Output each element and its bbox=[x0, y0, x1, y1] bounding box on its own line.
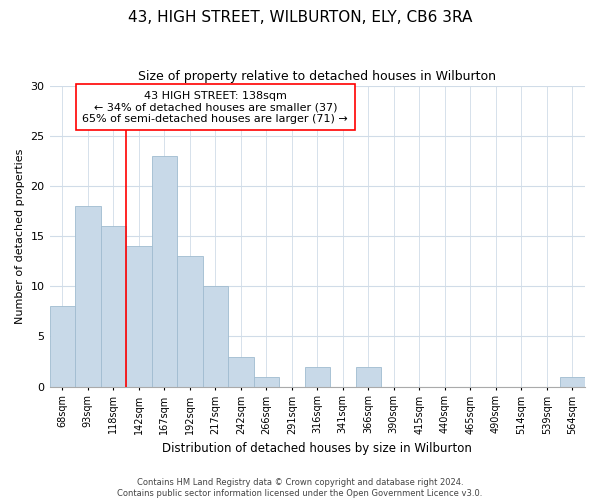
Bar bbox=[101, 226, 126, 386]
Bar bbox=[50, 306, 75, 386]
Bar bbox=[75, 206, 101, 386]
Bar bbox=[560, 376, 585, 386]
Text: 43, HIGH STREET, WILBURTON, ELY, CB6 3RA: 43, HIGH STREET, WILBURTON, ELY, CB6 3RA bbox=[128, 10, 472, 25]
Text: 43 HIGH STREET: 138sqm
← 34% of detached houses are smaller (37)
65% of semi-det: 43 HIGH STREET: 138sqm ← 34% of detached… bbox=[82, 90, 348, 124]
Bar bbox=[356, 366, 381, 386]
Y-axis label: Number of detached properties: Number of detached properties bbox=[15, 148, 25, 324]
Bar bbox=[203, 286, 228, 386]
Bar bbox=[126, 246, 152, 386]
Bar bbox=[305, 366, 330, 386]
Title: Size of property relative to detached houses in Wilburton: Size of property relative to detached ho… bbox=[138, 70, 496, 83]
Bar bbox=[152, 156, 177, 386]
Text: Contains HM Land Registry data © Crown copyright and database right 2024.
Contai: Contains HM Land Registry data © Crown c… bbox=[118, 478, 482, 498]
X-axis label: Distribution of detached houses by size in Wilburton: Distribution of detached houses by size … bbox=[163, 442, 472, 455]
Bar bbox=[228, 356, 254, 386]
Bar bbox=[177, 256, 203, 386]
Bar bbox=[254, 376, 279, 386]
